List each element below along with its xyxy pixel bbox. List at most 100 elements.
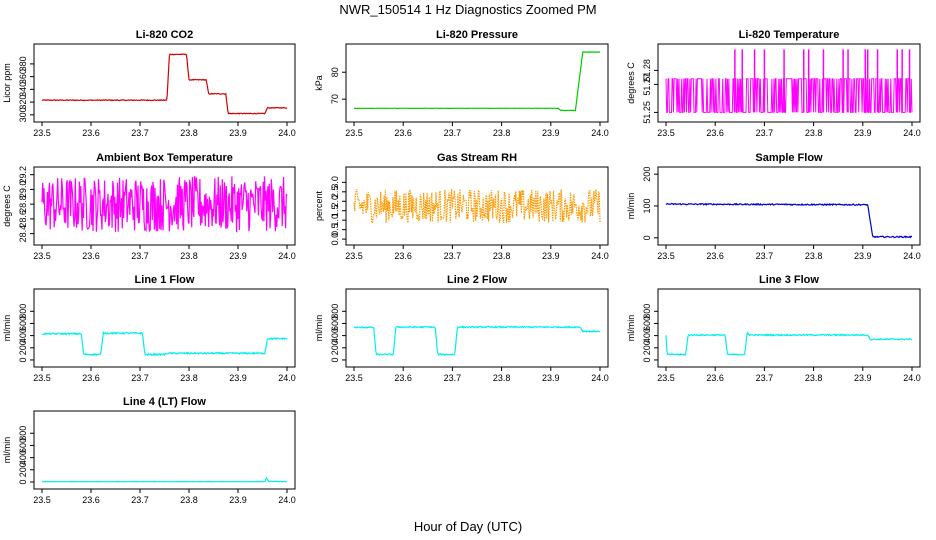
panels-group: Li-820 CO2 Licor ppm 23.5 23.6 23.7 23.8 23.9 2… [2, 29, 921, 505]
data-series [353, 325, 601, 357]
y-axis-label: ml/min [314, 315, 324, 342]
y-axis-label: Licor ppm [2, 63, 12, 103]
x-tick-label: 23.5 [33, 128, 51, 138]
data-series [353, 189, 601, 225]
y-tick-label: 1.0 [330, 214, 340, 227]
y-tick-label: 0.0 [330, 233, 340, 246]
panel-6: Sample Flow ml/min 23.5 23.6 23.7 23.8 23.9 24.… [626, 152, 921, 261]
y-tick-label: 28.8 [18, 195, 28, 213]
panel-title: Sample Flow [755, 152, 823, 164]
y-tick-label: 800 [642, 304, 652, 319]
x-tick-label: 23.5 [345, 128, 363, 138]
x-tick-label: 23.9 [229, 251, 247, 261]
x-tick-label: 23.9 [229, 495, 247, 505]
x-tick-label: 23.9 [854, 128, 872, 138]
y-tick-label: 340 [18, 82, 28, 97]
panel-title: Li-820 Pressure [436, 29, 518, 41]
x-tick-label: 23.5 [33, 251, 51, 261]
x-tick-label: 23.7 [756, 373, 774, 383]
plot-frame [33, 288, 296, 368]
figure-title: NWR_150514 1 Hz Diagnostics Zoomed PM [339, 2, 596, 17]
x-tick-label: 23.6 [394, 251, 412, 261]
y-tick-label: 29.0 [18, 181, 28, 199]
x-tick-label: 23.5 [345, 251, 363, 261]
data-series [665, 202, 913, 239]
y-axis-label: ml/min [2, 437, 12, 464]
x-tick-label: 23.5 [33, 495, 51, 505]
data-series [665, 78, 913, 113]
x-tick-label: 23.5 [657, 128, 675, 138]
y-tick-label: 51.27 [642, 73, 652, 96]
x-tick-label: 23.7 [756, 251, 774, 261]
plot-frame [33, 410, 296, 490]
x-tick-label: 24.0 [278, 251, 296, 261]
panel-title: Line 1 Flow [135, 274, 195, 286]
x-tick-label: 23.6 [706, 128, 724, 138]
panel-1: Li-820 CO2 Licor ppm 23.5 23.6 23.7 23.8 23.9 2… [2, 29, 296, 138]
y-tick-label: 600 [330, 316, 340, 331]
x-tick-label: 24.0 [903, 128, 921, 138]
panel-7: Line 1 Flow ml/min 23.5 23.6 23.7 23.8 23.9 24.… [2, 274, 296, 383]
x-tick-label: 23.8 [805, 251, 823, 261]
x-tick-label: 23.5 [345, 373, 363, 383]
x-tick-label: 23.9 [542, 251, 560, 261]
panel-title: Line 2 Flow [447, 274, 507, 286]
y-axis-label: ml/min [2, 315, 12, 342]
data-series [41, 330, 288, 357]
panel-8: Line 2 Flow ml/min 23.5 23.6 23.7 23.8 23.9 24.… [314, 274, 609, 383]
x-tick-label: 24.0 [903, 373, 921, 383]
x-tick-label: 23.6 [82, 251, 100, 261]
y-tick-label: 360 [18, 69, 28, 84]
panel-title: Ambient Box Temperature [96, 152, 233, 164]
y-tick-label: 80 [330, 67, 340, 77]
panel-4: Ambient Box Temperature degrees C 23.5 23.6… [2, 152, 296, 261]
x-tick-label: 23.8 [805, 373, 823, 383]
x-tick-label: 23.8 [180, 373, 198, 383]
data-series [41, 176, 288, 233]
x-tick-label: 23.7 [444, 373, 462, 383]
x-tick-label: 24.0 [591, 373, 609, 383]
x-tick-label: 23.7 [131, 251, 149, 261]
x-tick-label: 23.7 [444, 251, 462, 261]
x-tick-label: 23.6 [82, 373, 100, 383]
y-tick-label: 70 [330, 94, 340, 104]
y-tick-label: 100 [642, 198, 652, 213]
x-tick-label: 23.6 [394, 128, 412, 138]
plot-frame [345, 43, 609, 123]
y-tick-label: 320 [18, 95, 28, 110]
panel-title: Li-820 Temperature [739, 29, 840, 41]
y-tick-label: 200 [642, 340, 652, 355]
y-axis-label: percent [314, 190, 324, 221]
y-tick-label: 400 [18, 450, 28, 465]
plot-frame [33, 166, 296, 246]
data-series [665, 331, 913, 356]
x-tick-label: 23.9 [229, 373, 247, 383]
y-tick-label: 0 [642, 235, 652, 240]
x-tick-label: 23.5 [657, 251, 675, 261]
panel-title: Gas Stream RH [437, 152, 517, 164]
panel-5: Gas Stream RH percent 23.5 23.6 23.7 23.8 23.9… [314, 152, 609, 261]
y-tick-label: 28.4 [18, 225, 28, 243]
y-tick-label: 200 [18, 462, 28, 477]
y-tick-label: 0 [330, 357, 340, 362]
x-tick-label: 23.6 [82, 128, 100, 138]
x-tick-label: 23.7 [131, 373, 149, 383]
y-tick-label: 400 [18, 328, 28, 343]
x-tick-label: 23.8 [493, 128, 511, 138]
y-axis-label: degrees C [626, 62, 636, 104]
x-tick-label: 24.0 [591, 128, 609, 138]
x-tick-label: 24.0 [591, 251, 609, 261]
x-tick-label: 23.9 [854, 251, 872, 261]
y-tick-label: 0 [18, 357, 28, 362]
x-tick-label: 23.9 [542, 373, 560, 383]
panel-10: Line 4 (LT) Flow ml/min 23.5 23.6 23.7 23.8 23… [2, 396, 296, 505]
plot-frame [657, 288, 921, 368]
panel-title: Line 4 (LT) Flow [123, 396, 206, 408]
x-tick-label: 23.5 [657, 373, 675, 383]
y-tick-label: 51.28 [642, 59, 652, 82]
x-tick-label: 23.6 [82, 495, 100, 505]
y-tick-label: 200 [18, 340, 28, 355]
y-tick-label: 800 [330, 304, 340, 319]
y-tick-label: 400 [642, 328, 652, 343]
